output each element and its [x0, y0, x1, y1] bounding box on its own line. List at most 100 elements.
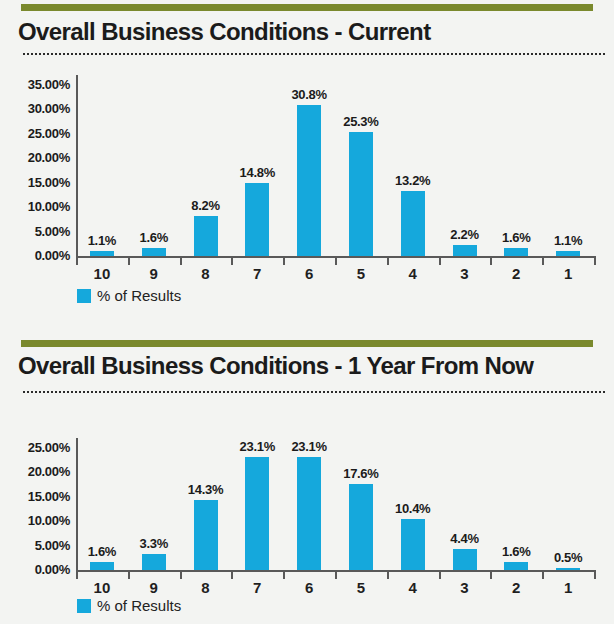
chart-legend: % of Results [77, 287, 181, 304]
bar-value-label: 25.3% [333, 114, 389, 129]
x-axis-category-label: 9 [128, 579, 180, 596]
y-axis-tick-label: 20.00% [0, 150, 70, 165]
bar [297, 105, 321, 256]
bar-chart-one-year: 0.00%5.00%10.00%15.00%20.00%25.00%1.6%10… [0, 425, 614, 615]
x-axis-tick [180, 570, 182, 579]
bar [194, 500, 218, 570]
bar [297, 457, 321, 570]
bar-value-label: 13.2% [385, 173, 441, 188]
section-accent-bar [21, 4, 593, 11]
bar-value-label: 4.4% [437, 531, 493, 546]
bar-value-label: 3.3% [126, 536, 182, 551]
x-axis-tick [387, 256, 389, 265]
bar-value-label: 2.2% [437, 227, 493, 242]
bar [556, 568, 580, 570]
y-axis-tick-label: 15.00% [0, 175, 70, 190]
x-axis-category-label: 6 [283, 579, 335, 596]
x-axis-tick [128, 570, 130, 579]
x-axis-tick [231, 570, 233, 579]
bar-value-label: 17.6% [333, 466, 389, 481]
y-axis-tick-label: 0.00% [0, 248, 70, 263]
bar-chart-current: 0.00% 5.00% 10.00% 15.00% 20.00% 25.00% 30.00%… [0, 60, 614, 282]
bar [504, 248, 528, 256]
x-axis-tick [490, 256, 492, 265]
bar [245, 183, 269, 256]
y-axis-tick-label: 10.00% [0, 199, 70, 214]
x-axis-category-label: 7 [231, 579, 283, 596]
y-axis-tick-label: 10.00% [0, 513, 70, 528]
x-axis-category-label: 7 [231, 265, 283, 282]
x-axis-category-label: 10 [76, 265, 128, 282]
legend-color-swatch [77, 289, 91, 303]
x-axis-tick [335, 256, 337, 265]
x-axis-category-label: 10 [76, 579, 128, 596]
x-axis-category-label: 5 [335, 579, 387, 596]
y-axis-tick-label: 5.00% [0, 224, 70, 239]
x-axis-tick [76, 256, 78, 265]
bar-value-label: 1.6% [488, 544, 544, 559]
x-axis-tick [76, 570, 78, 579]
bar [90, 251, 114, 256]
x-axis-tick [387, 570, 389, 579]
x-axis-tick [594, 256, 596, 265]
x-axis-tick [128, 256, 130, 265]
x-axis-tick [542, 256, 544, 265]
bar [142, 248, 166, 256]
y-axis-tick-label: 0.00% [0, 562, 70, 577]
y-axis-tick-label: 35.00% [0, 77, 70, 92]
bar-value-label: 1.1% [74, 233, 130, 248]
x-axis-category-label: 8 [180, 579, 232, 596]
x-axis-category-label: 2 [490, 265, 542, 282]
bar [349, 484, 373, 570]
chart-title-current: Overall Business Conditions - Current [18, 18, 431, 46]
legend-color-swatch [77, 599, 91, 613]
bar [401, 519, 425, 570]
x-axis-tick [594, 570, 596, 579]
section-accent-bar [21, 340, 593, 347]
bar [453, 245, 477, 256]
x-axis-category-label: 9 [128, 265, 180, 282]
bar-value-label: 1.6% [74, 544, 130, 559]
x-axis-category-label: 5 [335, 265, 387, 282]
bar [349, 132, 373, 256]
bar-value-label: 1.6% [126, 230, 182, 245]
x-axis-category-label: 3 [439, 579, 491, 596]
legend-label: % of Results [97, 287, 181, 304]
x-axis-tick [180, 256, 182, 265]
x-axis-category-label: 6 [283, 265, 335, 282]
x-axis-tick [439, 570, 441, 579]
x-axis-category-label: 4 [387, 579, 439, 596]
x-axis-category-label: 4 [387, 265, 439, 282]
y-axis-tick-label: 5.00% [0, 538, 70, 553]
chart-title-one-year: Overall Business Conditions - 1 Year Fro… [18, 352, 533, 380]
bar [401, 191, 425, 256]
x-axis-tick [439, 256, 441, 265]
bar [504, 562, 528, 570]
bar-value-label: 23.1% [281, 439, 337, 454]
x-axis-tick [335, 570, 337, 579]
bar-value-label: 1.1% [540, 233, 596, 248]
bar-value-label: 14.8% [229, 165, 285, 180]
bar-value-label: 14.3% [178, 482, 234, 497]
x-axis-tick [542, 570, 544, 579]
dotted-divider [23, 53, 607, 55]
bar-value-label: 1.6% [488, 230, 544, 245]
x-axis-category-label: 1 [542, 579, 594, 596]
y-axis-tick-label: 20.00% [0, 464, 70, 479]
chart-legend: % of Results [77, 597, 181, 614]
x-axis-tick [490, 570, 492, 579]
bar-value-label: 10.4% [385, 501, 441, 516]
legend-label: % of Results [97, 597, 181, 614]
x-axis-tick [231, 256, 233, 265]
bar-value-label: 0.5% [540, 550, 596, 565]
y-axis-line [76, 75, 78, 257]
bar [245, 457, 269, 570]
x-axis-tick [283, 256, 285, 265]
bar-value-label: 23.1% [229, 439, 285, 454]
y-axis-tick-label: 30.00% [0, 101, 70, 116]
bar [142, 554, 166, 570]
report-page: Overall Business Conditions - Current 0.… [0, 0, 614, 624]
x-axis-category-label: 2 [490, 579, 542, 596]
y-axis-tick-label: 25.00% [0, 126, 70, 141]
x-axis-category-label: 8 [180, 265, 232, 282]
